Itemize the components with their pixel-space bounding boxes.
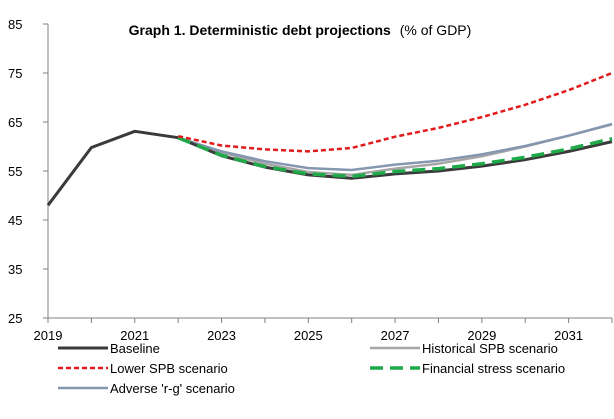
series-line-3 bbox=[177, 136, 613, 179]
series-line-2 bbox=[177, 71, 613, 153]
x-tick-label: 2027 bbox=[381, 328, 410, 343]
series-line-1 bbox=[177, 123, 613, 177]
x-tick-label: 2031 bbox=[554, 328, 583, 343]
legend-label: Historical SPB scenario bbox=[422, 341, 558, 356]
x-tick-label: 2021 bbox=[120, 328, 149, 343]
series-line-0 bbox=[46, 129, 613, 207]
series-lines bbox=[46, 71, 613, 207]
axes: 25 35 45 55 65 75 85 2019 2021 2023 2025 2027 2029 20… bbox=[8, 17, 613, 343]
y-tick-label: 65 bbox=[8, 115, 22, 130]
x-tick-label: 2025 bbox=[294, 328, 323, 343]
legend-label: Lower SPB scenario bbox=[110, 361, 228, 376]
legend-label: Adverse 'r-g' scenario bbox=[110, 381, 235, 396]
y-tick-label: 25 bbox=[8, 311, 22, 326]
y-tick-label: 55 bbox=[8, 164, 22, 179]
legend-label: Baseline bbox=[110, 341, 160, 356]
y-tick-label: 45 bbox=[8, 213, 22, 228]
x-tick-label: 2019 bbox=[34, 328, 63, 343]
y-tick-label: 75 bbox=[8, 66, 22, 81]
y-tick-label: 85 bbox=[8, 17, 22, 32]
series-line-4 bbox=[177, 122, 613, 172]
legend: Baseline Historical SPB scenario Lower SPB… bbox=[58, 341, 565, 396]
chart-title: Graph 1. Deterministic debt projections … bbox=[129, 22, 472, 38]
chart-title-main: Graph 1. Deterministic debt projections bbox=[129, 22, 391, 38]
chart-title-unit: (% of GDP) bbox=[400, 22, 472, 38]
y-tick-label: 35 bbox=[8, 262, 22, 277]
legend-label: Financial stress scenario bbox=[422, 361, 565, 376]
x-tick-label: 2023 bbox=[207, 328, 236, 343]
x-tick-label: 2029 bbox=[467, 328, 496, 343]
